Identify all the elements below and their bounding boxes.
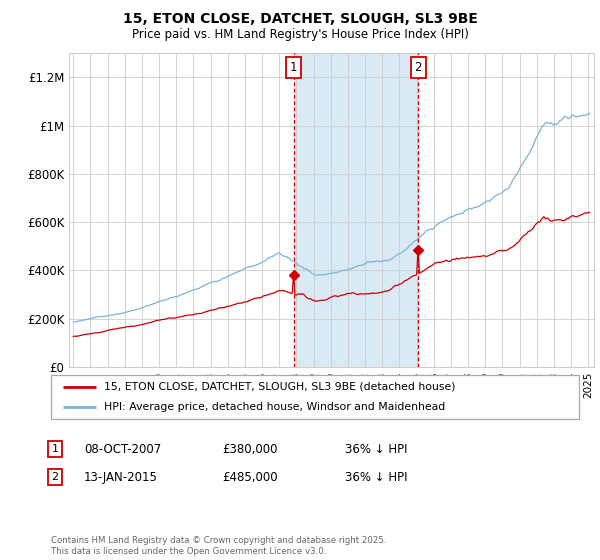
- Text: 15, ETON CLOSE, DATCHET, SLOUGH, SL3 9BE: 15, ETON CLOSE, DATCHET, SLOUGH, SL3 9BE: [122, 12, 478, 26]
- Text: £380,000: £380,000: [222, 442, 277, 456]
- Text: Price paid vs. HM Land Registry's House Price Index (HPI): Price paid vs. HM Land Registry's House …: [131, 28, 469, 41]
- Text: 13-JAN-2015: 13-JAN-2015: [84, 470, 158, 484]
- Text: 2: 2: [52, 472, 59, 482]
- Text: 1: 1: [52, 444, 59, 454]
- Text: 08-OCT-2007: 08-OCT-2007: [84, 442, 161, 456]
- Text: 36% ↓ HPI: 36% ↓ HPI: [345, 442, 407, 456]
- Text: 15, ETON CLOSE, DATCHET, SLOUGH, SL3 9BE (detached house): 15, ETON CLOSE, DATCHET, SLOUGH, SL3 9BE…: [104, 382, 455, 392]
- Text: HPI: Average price, detached house, Windsor and Maidenhead: HPI: Average price, detached house, Wind…: [104, 402, 445, 412]
- Text: 36% ↓ HPI: 36% ↓ HPI: [345, 470, 407, 484]
- Text: £485,000: £485,000: [222, 470, 278, 484]
- Text: 1: 1: [290, 61, 298, 74]
- Text: Contains HM Land Registry data © Crown copyright and database right 2025.
This d: Contains HM Land Registry data © Crown c…: [51, 536, 386, 556]
- Bar: [293, 53, 418, 367]
- Text: 2: 2: [414, 61, 422, 74]
